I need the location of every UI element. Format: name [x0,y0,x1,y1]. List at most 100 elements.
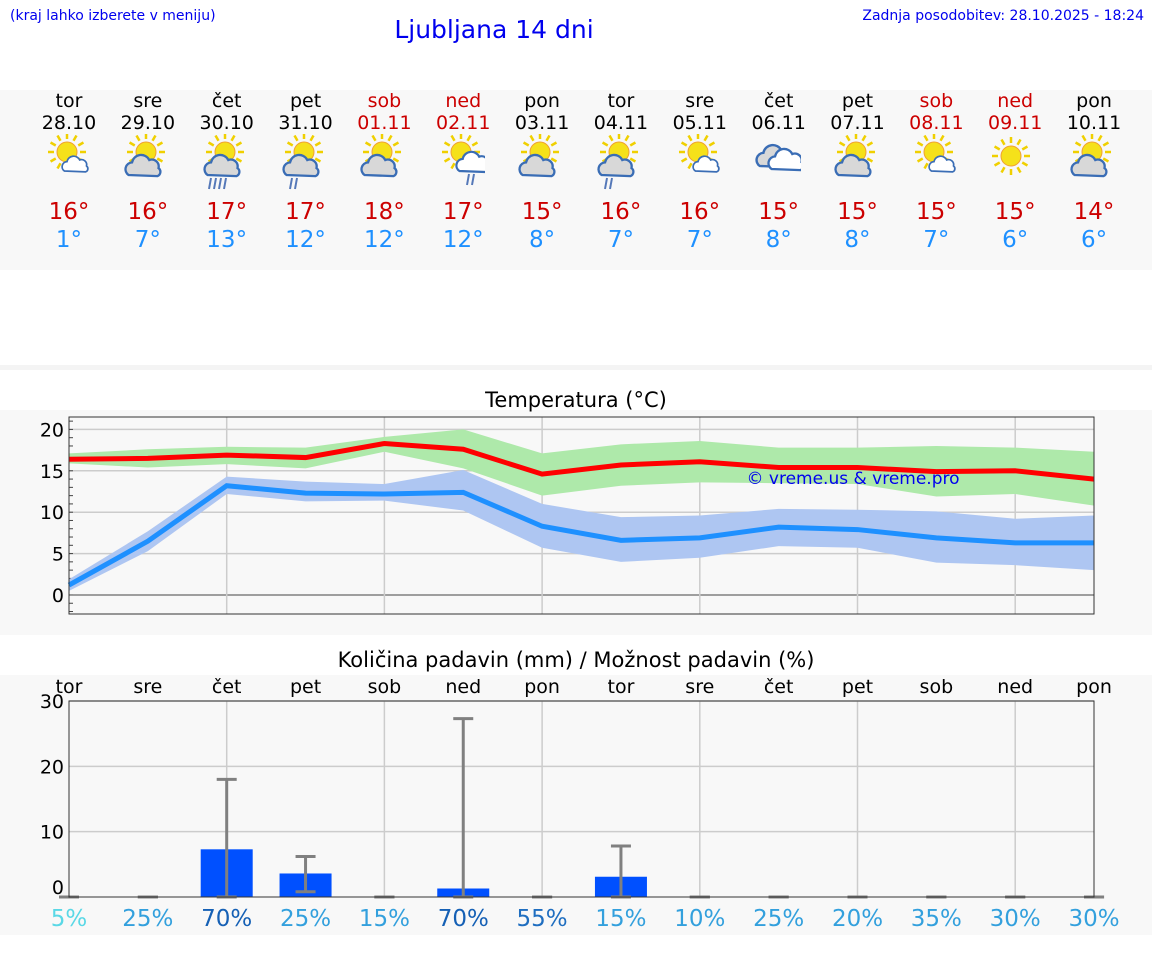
min-temp: 8° [765,227,792,253]
day-date: 01.11 [357,112,412,134]
day-name: pet [289,90,322,112]
min-temp: 6° [1002,227,1029,253]
sun-gray-cloud-icon [833,134,875,178]
min-temp: 7° [923,227,950,253]
last-updated: Zadnja posodobitev: 28.10.2025 - 18:24 [862,8,1144,24]
plot-border [68,416,1095,615]
max-temp: 16° [48,199,90,225]
sun-gray-cloud-icon [360,134,402,178]
day-name: tor [55,90,83,112]
y-tick-label: 30 [40,691,64,713]
y-tick-label: 0 [52,585,64,607]
day-label: čet [212,676,242,698]
precip-probability: 25% [753,906,804,932]
day-date: 07.11 [830,112,885,134]
day-name: čet [211,90,242,112]
page-title: Ljubljana 14 dni [394,15,594,44]
day-label: tor [608,676,635,698]
day-name: sre [133,90,163,112]
y-tick-label: 0 [52,877,64,899]
max-temp: 17° [206,199,248,225]
day-date: 29.10 [120,112,176,134]
day-name: pon [1076,90,1112,112]
precip-probability: 25% [280,906,331,932]
day-name: sre [685,90,715,112]
day-label: tor [56,676,83,698]
precip-probability: 35% [911,906,962,932]
min-temp: 8° [844,227,871,253]
plot-border [68,700,1095,898]
forecast-strip [0,90,1152,270]
day-date: 30.10 [199,112,254,134]
max-temp: 16° [127,199,169,225]
precip-probability: 70% [201,906,252,932]
sun-small-cloud-icon [915,134,957,173]
sun-small-cloud-icon [48,134,89,173]
max-temp: 14° [1073,199,1115,225]
precip-probability: 55% [517,906,568,932]
day-name: ned [445,90,482,112]
y-tick-label: 20 [40,419,64,441]
day-date: 09.11 [987,112,1043,134]
max-temp-line [68,440,1095,482]
max-temp: 17° [442,199,484,225]
min-range-band [69,469,1095,591]
y-tick-label: 5 [52,544,64,566]
day-label: pon [524,676,560,698]
day-label: sob [368,676,402,698]
precip-probability: 70% [438,906,489,932]
day-date: 05.11 [672,112,727,134]
max-temp: 15° [521,199,563,225]
day-date: 08.11 [909,112,964,134]
day-date: 02.11 [436,112,491,134]
min-temp: 6° [1080,227,1108,253]
sun-gray-cloud-icon [518,134,560,178]
max-temp: 15° [915,199,957,225]
day-label: pet [842,676,873,698]
y-tick-label: 10 [40,502,64,524]
day-label: sre [685,676,714,698]
day-name: pet [841,90,874,112]
min-temp-line [67,483,1095,588]
divider [0,365,1152,370]
day-label: ned [997,676,1033,698]
max-temp: 16° [679,199,721,225]
precip-probability: 20% [832,906,883,932]
sun-small-cloud-icon [678,134,720,173]
day-name: ned [997,90,1034,112]
y-tick-label: 10 [40,822,64,844]
day-label: čet [764,676,794,698]
y-tick-label: 15 [40,461,64,483]
max-temp: 15° [994,199,1036,225]
day-label: sre [133,676,162,698]
min-temp: 7° [686,227,713,253]
sun-cloud-light-rain-icon [597,134,638,190]
min-temp: 12° [442,227,484,253]
sun-gray-cloud-icon [124,134,165,178]
max-temp: 16° [600,199,642,225]
precip-probability: 15% [359,906,410,932]
min-temp: 13° [206,227,248,253]
day-date: 28.10 [41,112,97,134]
day-label: pet [290,676,321,698]
watermark: © vreme.us & vreme.pro [746,469,959,489]
min-temp: 8° [529,227,556,253]
day-date: 10.11 [1066,112,1122,134]
max-temp: 15° [758,199,800,225]
cloudy-icon [755,143,801,172]
precip-probability: 5% [51,906,88,932]
day-date: 03.11 [514,112,570,134]
min-temp: 1° [55,227,83,253]
sun-cloud-light-rain-icon [281,134,323,190]
day-label: ned [445,676,481,698]
precip-probability: 25% [122,906,173,932]
day-date: 06.11 [751,112,806,134]
day-name: pon [524,90,560,112]
day-name: tor [607,90,635,112]
max-temp: 18° [364,199,405,225]
menu-hint: (kraj lahko izberete v meniju) [10,8,216,24]
sun-gray-cloud-icon [1070,134,1112,178]
temperature-chart-title: Temperatura (°C) [485,388,667,412]
